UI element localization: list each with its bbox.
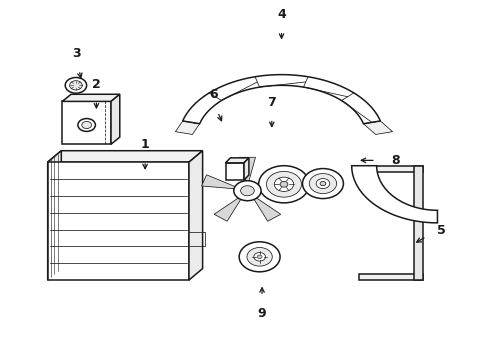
Text: 6: 6 bbox=[209, 89, 218, 102]
Polygon shape bbox=[360, 166, 423, 172]
Circle shape bbox=[259, 166, 309, 203]
Polygon shape bbox=[175, 121, 199, 134]
Text: 1: 1 bbox=[141, 139, 149, 152]
Polygon shape bbox=[48, 162, 189, 280]
Circle shape bbox=[309, 174, 337, 194]
Circle shape bbox=[241, 186, 254, 196]
Polygon shape bbox=[111, 94, 120, 144]
Polygon shape bbox=[240, 157, 255, 182]
Polygon shape bbox=[414, 166, 423, 280]
Circle shape bbox=[65, 77, 87, 93]
Text: 5: 5 bbox=[438, 224, 446, 237]
Polygon shape bbox=[62, 94, 120, 102]
Polygon shape bbox=[48, 151, 61, 280]
Circle shape bbox=[320, 181, 326, 186]
Polygon shape bbox=[360, 274, 423, 280]
Polygon shape bbox=[48, 151, 202, 162]
Circle shape bbox=[78, 118, 96, 131]
Polygon shape bbox=[189, 151, 202, 280]
Text: 7: 7 bbox=[268, 95, 276, 109]
Circle shape bbox=[274, 177, 294, 192]
Text: 3: 3 bbox=[73, 47, 81, 60]
Polygon shape bbox=[364, 121, 392, 134]
Circle shape bbox=[82, 121, 92, 129]
Circle shape bbox=[234, 181, 261, 201]
Polygon shape bbox=[62, 102, 111, 144]
Polygon shape bbox=[225, 158, 249, 163]
Circle shape bbox=[267, 171, 301, 197]
Polygon shape bbox=[201, 175, 236, 189]
Polygon shape bbox=[183, 75, 380, 124]
Polygon shape bbox=[244, 158, 249, 180]
Circle shape bbox=[247, 248, 272, 266]
Circle shape bbox=[316, 179, 330, 189]
Circle shape bbox=[257, 255, 262, 258]
Circle shape bbox=[302, 168, 343, 199]
Polygon shape bbox=[214, 197, 242, 221]
Text: 2: 2 bbox=[92, 78, 101, 91]
Text: 4: 4 bbox=[277, 8, 286, 21]
Circle shape bbox=[70, 81, 82, 90]
Circle shape bbox=[280, 181, 288, 187]
Polygon shape bbox=[225, 163, 244, 180]
Circle shape bbox=[239, 242, 280, 272]
Text: 9: 9 bbox=[258, 307, 267, 320]
Polygon shape bbox=[259, 175, 294, 189]
Text: 8: 8 bbox=[391, 154, 400, 167]
Polygon shape bbox=[253, 197, 281, 221]
Circle shape bbox=[254, 252, 266, 261]
Polygon shape bbox=[352, 166, 438, 223]
